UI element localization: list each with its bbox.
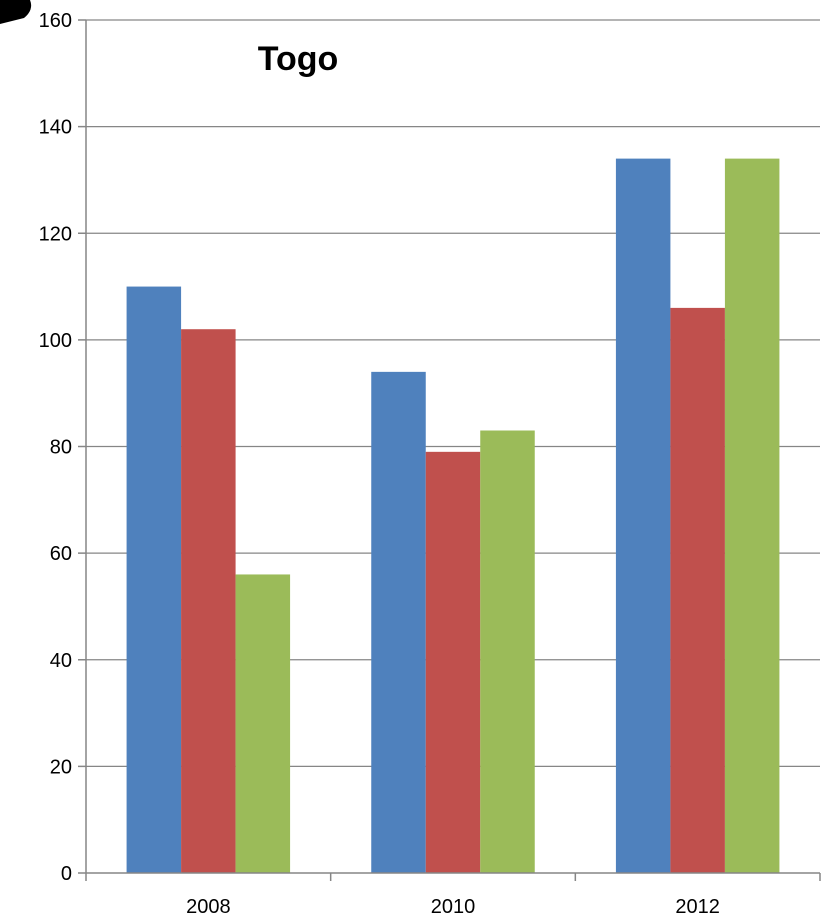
x-tick-label: 2012 (675, 896, 720, 918)
bar-2008-series3 (235, 574, 291, 873)
corner-mark (0, 0, 32, 24)
y-tick-label: 0 (61, 863, 72, 885)
bar-2010-series3 (480, 430, 535, 873)
axes (78, 19, 821, 881)
y-tick-label: 60 (50, 543, 72, 565)
bar-2008-series2 (181, 329, 236, 873)
bar-2008-series1 (126, 286, 182, 873)
bar-2012-series3 (724, 158, 780, 874)
chart-title: Togo (258, 40, 339, 78)
bars (126, 158, 780, 874)
y-tick-label: 140 (39, 117, 72, 139)
x-tick-label: 2008 (186, 896, 231, 918)
y-tick-label: 100 (39, 330, 72, 352)
bar-2012-series2 (670, 307, 725, 873)
x-tick-label: 2010 (431, 896, 476, 918)
y-tick-label: 20 (50, 756, 72, 778)
y-tick-label: 40 (50, 650, 72, 672)
y-tick-label: 80 (50, 437, 72, 459)
y-tick-label: 120 (39, 223, 72, 245)
bar-2010-series2 (425, 451, 481, 873)
y-tick-label: 160 (39, 10, 72, 32)
tick-labels: 0 20 40 60 80 100 120 140 160 2008 2010 2012 (39, 10, 720, 918)
bar-2012-series1 (615, 158, 671, 874)
bar-2010-series1 (371, 371, 426, 873)
